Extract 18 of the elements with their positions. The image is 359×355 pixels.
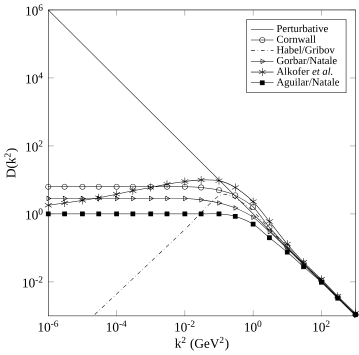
x-tick-label: 10$^{2}$ [313, 320, 330, 332]
legend-label: Aguilar/Natale [276, 78, 340, 88]
legend-label: Habel/Gribov [276, 46, 335, 54]
legend-label: Perturbative [276, 24, 328, 32]
x-axis-title: k$^{2}$ (GeV$^{2}$) [174, 336, 229, 351]
y-tick-label: 10$^{0}$ [26, 208, 43, 220]
legend-label: Gorbar/Natale [276, 56, 337, 64]
x-tick-label: 10$^{-6}$ [38, 320, 58, 332]
y-tick-label: 10$^{2}$ [26, 140, 42, 152]
y-axis-title: D(k$^{2}$) [4, 148, 18, 178]
legend-label: Alkofer et al. [276, 67, 332, 75]
x-tick-label: 10$^{-4}$ [106, 320, 127, 332]
y-tick-label: 10$^{6}$ [26, 4, 43, 16]
x-tick-label: 10$^{-2}$ [175, 320, 194, 332]
y-tick-label: 10$^{4}$ [26, 72, 43, 84]
x-tick-label: 10$^{0}$ [245, 320, 262, 332]
y-tick-label: 10$^{-2}$ [23, 276, 42, 288]
legend-label: Cornwall [276, 35, 316, 43]
